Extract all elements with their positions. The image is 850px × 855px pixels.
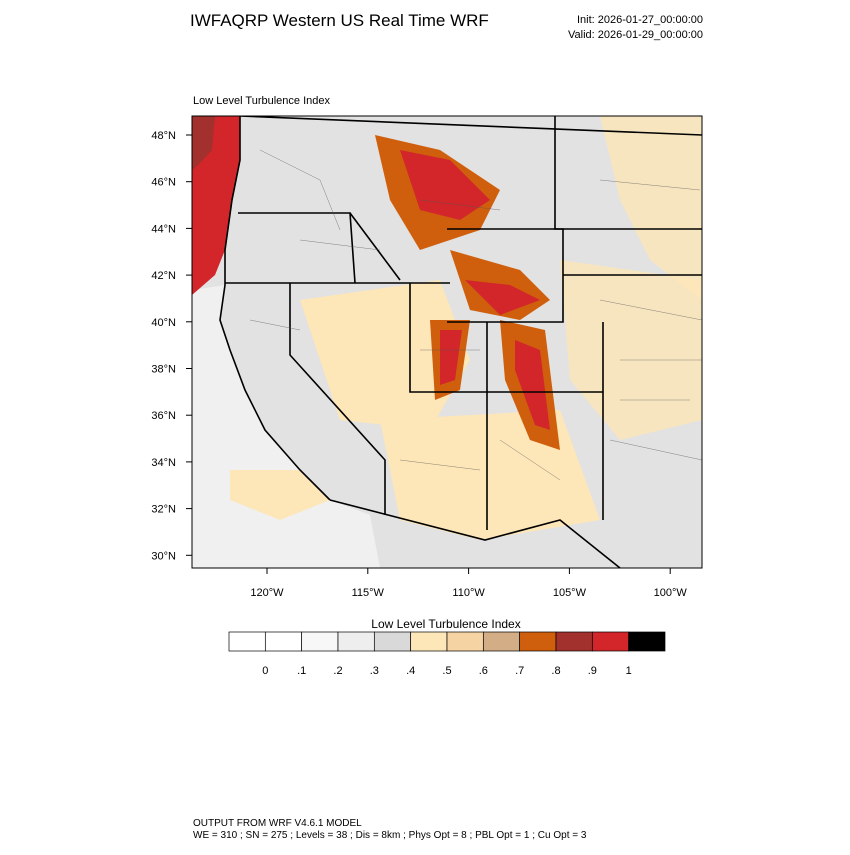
colorbar-label: .3 [370, 665, 379, 677]
title: IWFAQRP Western US Real Time WRF [190, 11, 489, 30]
colorbar-box [264, 631, 303, 652]
colorbar-box [301, 631, 339, 652]
colorbar-box [591, 631, 630, 652]
lon-label: 100°W [654, 587, 688, 599]
init-time: Init: 2026-01-27_00:00:00 [577, 14, 703, 26]
lat-label: 44°N [151, 223, 176, 235]
colorbar-box [373, 631, 412, 652]
map [192, 116, 702, 568]
colorbar-label: 0 [262, 665, 268, 677]
footer-line: OUTPUT FROM WRF V4.6.1 MODEL [193, 818, 362, 829]
colorbar-label: .9 [588, 665, 597, 677]
lon-label: 120°W [250, 587, 284, 599]
lat-label: 30°N [151, 550, 176, 562]
colorbar-box [446, 631, 484, 652]
colorbar-label: .2 [333, 665, 342, 677]
lat-label: 34°N [151, 457, 176, 469]
colorbar-label: .8 [551, 665, 560, 677]
colorbar-label: .6 [479, 665, 488, 677]
colorbar-title: Low Level Turbulence Index [371, 617, 520, 631]
colorbar-box [337, 631, 375, 652]
lat-label: 48°N [151, 130, 176, 142]
colorbar-label: .1 [297, 665, 306, 677]
colorbar-box [628, 631, 666, 652]
lon-label: 105°W [553, 587, 587, 599]
lat-label: 46°N [151, 177, 176, 189]
lat-label: 40°N [151, 317, 176, 329]
footer-line: WE = 310 ; SN = 275 ; Levels = 38 ; Dis … [193, 830, 587, 841]
colorbar-label: .7 [515, 665, 524, 677]
colorbar-box [228, 631, 266, 652]
colorbar-box [555, 631, 593, 652]
colorbar-box [519, 631, 557, 652]
map-subtitle: Low Level Turbulence Index [193, 95, 330, 107]
colorbar-box [482, 631, 521, 652]
valid-time: Valid: 2026-01-29_00:00:00 [568, 29, 703, 41]
lon-label: 110°W [452, 587, 485, 599]
map-frame [191, 115, 703, 569]
lat-label: 32°N [151, 504, 176, 516]
lon-label: 115°W [352, 587, 385, 599]
colorbar-label: 1 [626, 665, 632, 677]
colorbar-box [410, 631, 448, 652]
colorbar-label: .4 [406, 665, 415, 677]
lat-label: 38°N [151, 364, 176, 376]
lat-label: 36°N [151, 410, 176, 422]
lat-label: 42°N [151, 270, 176, 282]
colorbar-label: .5 [442, 665, 451, 677]
